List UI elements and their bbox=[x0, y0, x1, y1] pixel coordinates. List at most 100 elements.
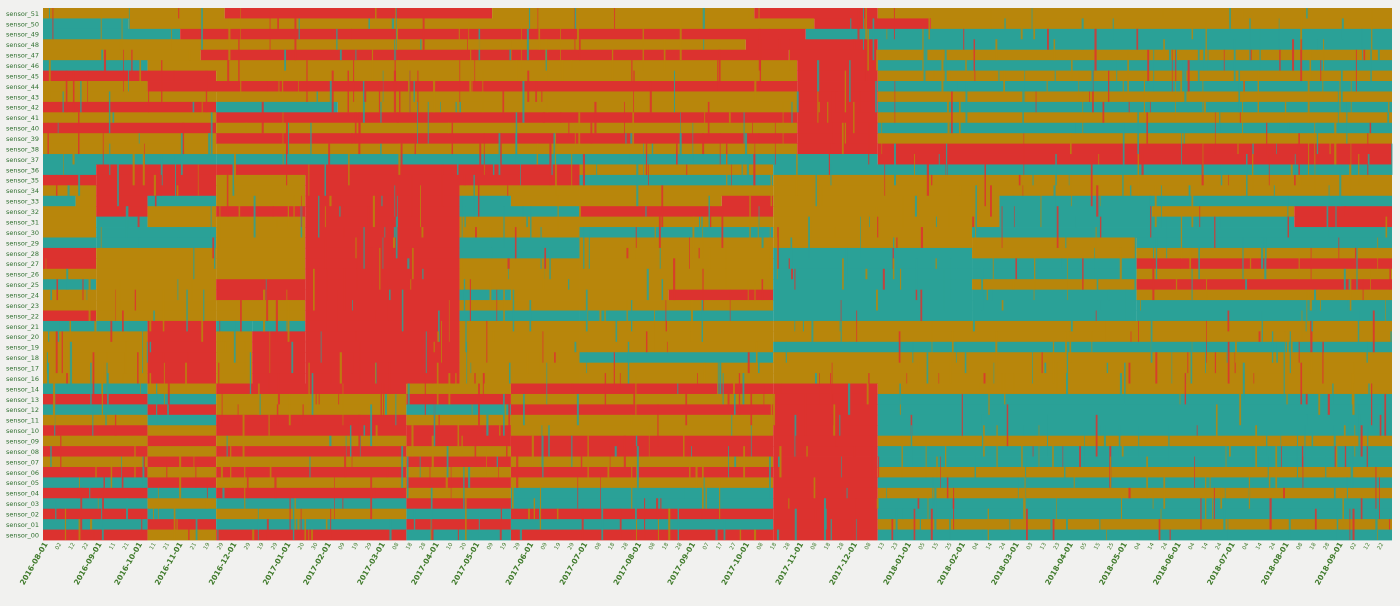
texture-streak bbox=[596, 154, 598, 186]
texture-streak bbox=[1084, 435, 1085, 467]
texture-streak bbox=[1065, 237, 1067, 248]
heatmap-cell-sensor_18-1 bbox=[147, 352, 217, 364]
texture-streak bbox=[1149, 195, 1151, 238]
texture-streak bbox=[1168, 425, 1170, 467]
heatmap-cell-sensor_42-0 bbox=[43, 101, 217, 113]
texture-streak bbox=[1366, 341, 1368, 363]
texture-streak bbox=[504, 404, 507, 415]
texture-streak bbox=[119, 39, 121, 50]
texture-streak bbox=[173, 508, 176, 540]
texture-streak bbox=[281, 60, 284, 92]
texture-streak bbox=[259, 393, 261, 415]
texture-streak bbox=[1344, 206, 1347, 217]
texture-streak bbox=[371, 247, 373, 290]
heatmap-cell-sensor_36-1 bbox=[96, 164, 217, 176]
texture-streak bbox=[1095, 414, 1098, 457]
texture-streak bbox=[1122, 81, 1124, 102]
texture-streak bbox=[1329, 185, 1331, 196]
texture-streak bbox=[1018, 174, 1021, 186]
heatmap-cell-sensor_08-4 bbox=[510, 446, 774, 457]
texture-streak bbox=[1310, 320, 1313, 353]
texture-streak bbox=[364, 81, 367, 102]
heatmap-cell-sensor_31-2 bbox=[147, 216, 217, 228]
heatmap-cell-sensor_17-3 bbox=[252, 362, 306, 374]
heatmap-cell-sensor_32-10 bbox=[1294, 206, 1392, 218]
texture-streak bbox=[1360, 498, 1363, 520]
texture-streak bbox=[1082, 91, 1084, 134]
texture-streak bbox=[743, 446, 746, 478]
texture-streak bbox=[448, 300, 450, 342]
heatmap-cell-sensor_08-5 bbox=[773, 446, 878, 457]
texture-streak bbox=[539, 352, 541, 374]
texture-streak bbox=[600, 477, 601, 509]
texture-streak bbox=[262, 289, 266, 332]
heatmap-cell-sensor_47-2 bbox=[788, 49, 878, 61]
texture-streak bbox=[1140, 300, 1141, 311]
texture-streak bbox=[1046, 81, 1048, 92]
texture-streak bbox=[936, 456, 938, 478]
texture-streak bbox=[1370, 268, 1371, 290]
texture-streak bbox=[242, 414, 245, 457]
texture-streak bbox=[849, 341, 850, 353]
heatmap-cell-sensor_41-0 bbox=[43, 112, 217, 124]
texture-streak bbox=[1069, 331, 1072, 363]
heatmap-cell-sensor_22-2 bbox=[216, 310, 306, 322]
texture-streak bbox=[186, 289, 188, 332]
texture-streak bbox=[1358, 414, 1361, 457]
texture-streak bbox=[48, 60, 51, 102]
x-tick-label-minor: 14 bbox=[1255, 542, 1264, 551]
heatmap-cell-sensor_19-1 bbox=[147, 341, 217, 353]
texture-streak bbox=[1242, 237, 1244, 280]
texture-streak bbox=[1138, 425, 1140, 457]
heatmap-cell-sensor_30-1 bbox=[96, 227, 217, 238]
texture-streak bbox=[747, 352, 750, 374]
texture-streak bbox=[315, 373, 317, 405]
texture-streak bbox=[926, 352, 929, 384]
texture-streak bbox=[379, 247, 381, 290]
texture-streak bbox=[1103, 425, 1106, 457]
texture-streak bbox=[1371, 8, 1373, 50]
texture-streak bbox=[780, 383, 782, 394]
texture-streak bbox=[1033, 289, 1035, 301]
texture-streak bbox=[1375, 466, 1377, 509]
texture-streak bbox=[1175, 49, 1177, 82]
texture-streak bbox=[905, 341, 907, 353]
texture-streak bbox=[886, 487, 888, 499]
texture-streak bbox=[719, 133, 721, 165]
heatmap-cell-sensor_18-7 bbox=[773, 352, 1392, 364]
texture-streak bbox=[975, 216, 977, 248]
texture-streak bbox=[855, 498, 857, 540]
texture-streak bbox=[93, 529, 95, 540]
texture-streak bbox=[311, 529, 313, 540]
texture-streak bbox=[1311, 320, 1314, 332]
texture-streak bbox=[973, 39, 976, 71]
texture-streak bbox=[1243, 373, 1245, 384]
texture-streak bbox=[359, 341, 361, 384]
heatmap-cell-sensor_08-0 bbox=[43, 446, 148, 457]
texture-streak bbox=[734, 456, 737, 467]
heatmap-cell-sensor_27-0 bbox=[43, 258, 97, 270]
texture-streak bbox=[1370, 49, 1372, 82]
heatmap-cell-sensor_45-1 bbox=[216, 70, 798, 82]
texture-streak bbox=[278, 81, 280, 102]
texture-streak bbox=[995, 39, 998, 61]
texture-streak bbox=[238, 39, 240, 82]
heatmap-cell-sensor_04-4 bbox=[510, 487, 774, 499]
texture-streak bbox=[1179, 393, 1181, 405]
texture-streak bbox=[289, 498, 291, 530]
heatmap-cell-sensor_39-1 bbox=[216, 133, 798, 145]
texture-streak bbox=[551, 164, 553, 175]
texture-streak bbox=[601, 508, 604, 540]
texture-streak bbox=[396, 18, 399, 50]
texture-streak bbox=[363, 425, 366, 436]
heatmap-texture bbox=[43, 8, 1393, 540]
texture-streak bbox=[103, 49, 107, 71]
texture-streak bbox=[433, 341, 435, 353]
texture-streak bbox=[715, 529, 718, 540]
texture-streak bbox=[146, 341, 148, 363]
texture-streak bbox=[709, 247, 711, 269]
heatmap-cell-sensor_35-2 bbox=[216, 174, 306, 186]
x-tick-label-minor: 19 bbox=[203, 542, 212, 551]
x-tick-label-minor: 18 bbox=[769, 542, 778, 551]
texture-streak bbox=[1328, 185, 1330, 207]
